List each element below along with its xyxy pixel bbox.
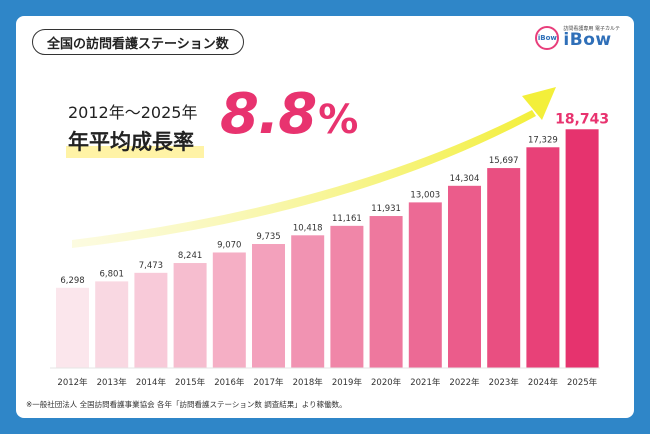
cagr-value: 8.8% bbox=[220, 82, 358, 147]
bar-chart: 6,298 2012年 6,801 2013年 7,473 2014年 8,241 2015年… bbox=[50, 87, 609, 388]
period-range: 2012年〜2025年 bbox=[68, 103, 198, 122]
x-tick-label: 2012年 bbox=[57, 377, 88, 388]
bar-2022年 bbox=[448, 185, 481, 368]
bar-value-label: 11,931 bbox=[371, 204, 401, 214]
bar-2018年 bbox=[291, 235, 325, 368]
page-title: 全国の訪問看護ステーション数 bbox=[32, 29, 244, 55]
bar-2024年 bbox=[526, 147, 560, 368]
bar-value-label: 6,298 bbox=[60, 276, 84, 286]
x-tick-label: 2015年 bbox=[175, 377, 206, 388]
bar-value-label: 9,070 bbox=[217, 240, 241, 250]
bar-2020年 bbox=[369, 216, 403, 368]
growth-arrow bbox=[72, 110, 536, 248]
x-tick-label: 2021年 bbox=[410, 377, 441, 388]
logo-name: iBow bbox=[563, 30, 612, 50]
bar-2021年 bbox=[408, 202, 442, 368]
x-tick-label: 2024年 bbox=[528, 377, 559, 388]
x-tick-label: 2020年 bbox=[371, 377, 402, 388]
bar-2015年 bbox=[173, 263, 207, 368]
x-tick-label: 2019年 bbox=[332, 377, 363, 388]
x-tick-label: 2016年 bbox=[214, 377, 245, 388]
bar-value-label: 10,418 bbox=[293, 223, 323, 233]
bar-2012年 bbox=[56, 287, 89, 368]
bar-value-label: 17,329 bbox=[528, 135, 558, 145]
x-tick-label: 2014年 bbox=[136, 377, 167, 388]
bar-2019年 bbox=[330, 225, 364, 368]
headline-block: 2012年〜2025年 年平均成長率 bbox=[66, 99, 204, 158]
infographic-card: 6,298 2012年 6,801 2013年 7,473 2014年 8,241 2015年… bbox=[16, 16, 634, 418]
bar-2013年 bbox=[95, 281, 129, 368]
x-tick-label: 2018年 bbox=[293, 377, 324, 388]
cagr-label: 年平均成長率 bbox=[66, 126, 204, 158]
bar-value-label: 6,801 bbox=[100, 269, 124, 279]
bar-2016年 bbox=[212, 252, 246, 368]
bar-value-label: 8,241 bbox=[178, 251, 202, 261]
bar-value-label: 18,743 bbox=[555, 111, 609, 127]
bar-value-label: 14,304 bbox=[450, 174, 480, 184]
bar-value-label: 9,735 bbox=[256, 232, 280, 242]
bar-2017年 bbox=[252, 244, 285, 368]
ibow-logo: iBow 訪問看護専用 電子カルテ iBow bbox=[535, 26, 620, 50]
bar-2014年 bbox=[134, 272, 168, 368]
ibow-logo-mark: iBow bbox=[535, 26, 560, 50]
growth-arrow-head bbox=[522, 87, 556, 120]
bar-value-label: 7,473 bbox=[139, 261, 163, 271]
x-tick-label: 2017年 bbox=[253, 377, 284, 388]
bar-value-label: 11,161 bbox=[332, 214, 362, 224]
bar-value-label: 15,697 bbox=[489, 156, 519, 166]
bar-2023年 bbox=[487, 168, 521, 368]
source-footnote: ※一般社団法人 全国訪問看護事業協会 各年「訪問看護ステーション数 調査結果」よ… bbox=[26, 400, 347, 409]
logo-subtitle: 訪問看護専用 電子カルテ bbox=[563, 26, 620, 32]
x-tick-label: 2022年 bbox=[449, 377, 480, 388]
x-tick-label: 2023年 bbox=[489, 377, 520, 388]
x-tick-label: 2013年 bbox=[97, 377, 128, 388]
x-tick-label: 2025年 bbox=[567, 377, 598, 388]
bar-value-label: 13,003 bbox=[410, 190, 440, 200]
bar-2025年 bbox=[565, 129, 599, 368]
